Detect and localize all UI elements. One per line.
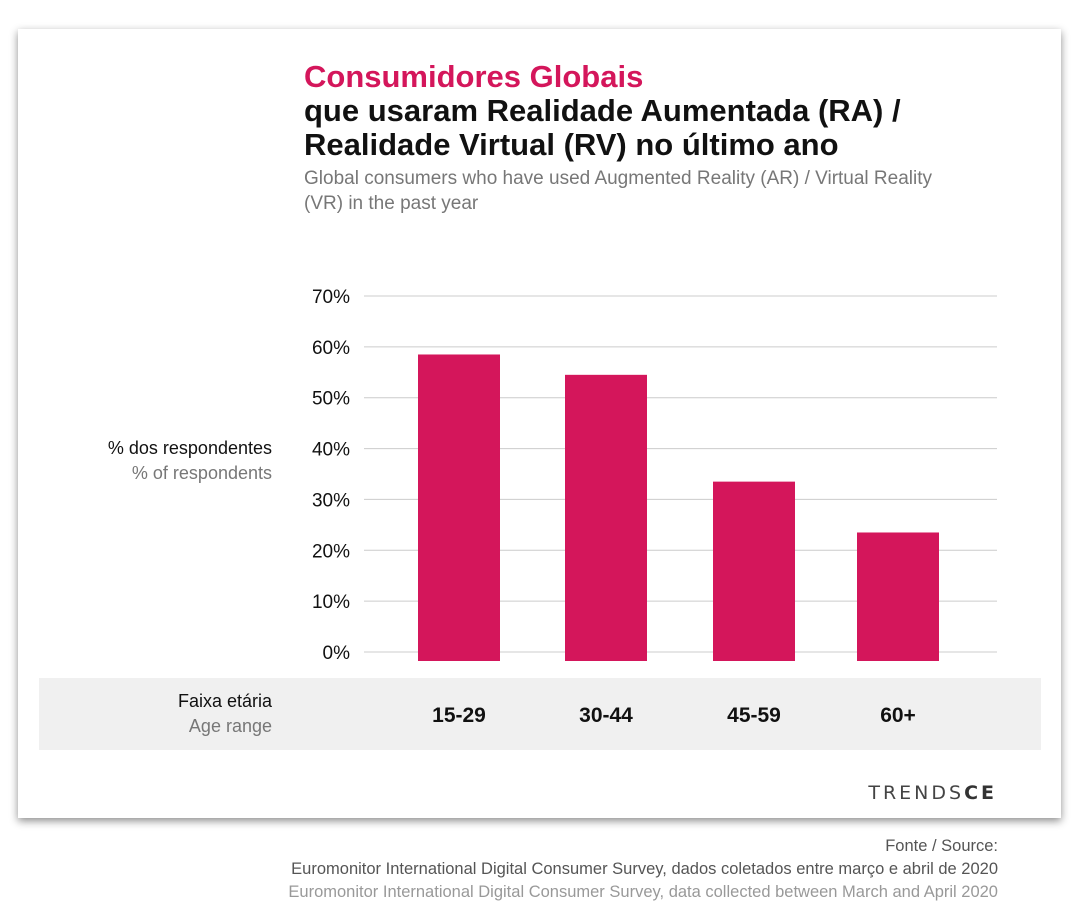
trendsce-logo: TRENDSCE: [868, 782, 997, 804]
source-pt: Euromonitor International Digital Consum…: [291, 860, 998, 878]
x-axis-band: [39, 678, 1041, 750]
source-en: Euromonitor International Digital Consum…: [288, 883, 998, 901]
x-axis-label-en: Age range: [188, 716, 272, 736]
x-axis-label-pt: Faixa etária: [177, 691, 272, 711]
title-en: Global consumers who have used Augmented…: [304, 168, 933, 214]
title-pt: Consumidores Globais: [304, 59, 644, 94]
y-tick-label: 40%: [312, 440, 350, 461]
title-pt-subtitle: que usaram Realidade Aumentada (RA) / Re…: [304, 93, 901, 162]
y-axis-label: % dos respondentes % of respondents: [108, 436, 272, 486]
logo-light: TRENDS: [868, 782, 965, 804]
source-block: Fonte / Source: Euromonitor Internationa…: [288, 835, 998, 904]
y-tick-label: 10%: [312, 592, 350, 613]
y-axis-label-pt: % dos respondentes: [107, 438, 272, 458]
y-tick-label: 70%: [312, 287, 350, 308]
bar-15-29: [418, 354, 500, 661]
title-block: Consumidores Globais que usaram Realidad…: [304, 60, 1004, 216]
source-heading: Fonte / Source:: [885, 837, 998, 855]
y-tick-label: 0%: [323, 643, 351, 664]
logo-bold: CE: [964, 782, 997, 804]
y-tick-label: 20%: [312, 541, 350, 562]
y-axis-label-en: % of respondents: [131, 463, 272, 483]
x-tick-label: 15-29: [432, 704, 486, 727]
y-tick-label: 60%: [312, 338, 350, 359]
x-tick-label: 60+: [880, 704, 916, 727]
x-tick-label: 45-59: [727, 704, 781, 727]
bar-60+: [857, 532, 939, 661]
y-tick-label: 30%: [312, 490, 350, 511]
bar-30-44: [565, 374, 647, 661]
x-axis-label: Faixa etária Age range: [178, 689, 272, 739]
bar-45-59: [713, 481, 795, 661]
x-tick-label: 30-44: [579, 704, 633, 727]
y-tick-label: 50%: [312, 389, 350, 410]
